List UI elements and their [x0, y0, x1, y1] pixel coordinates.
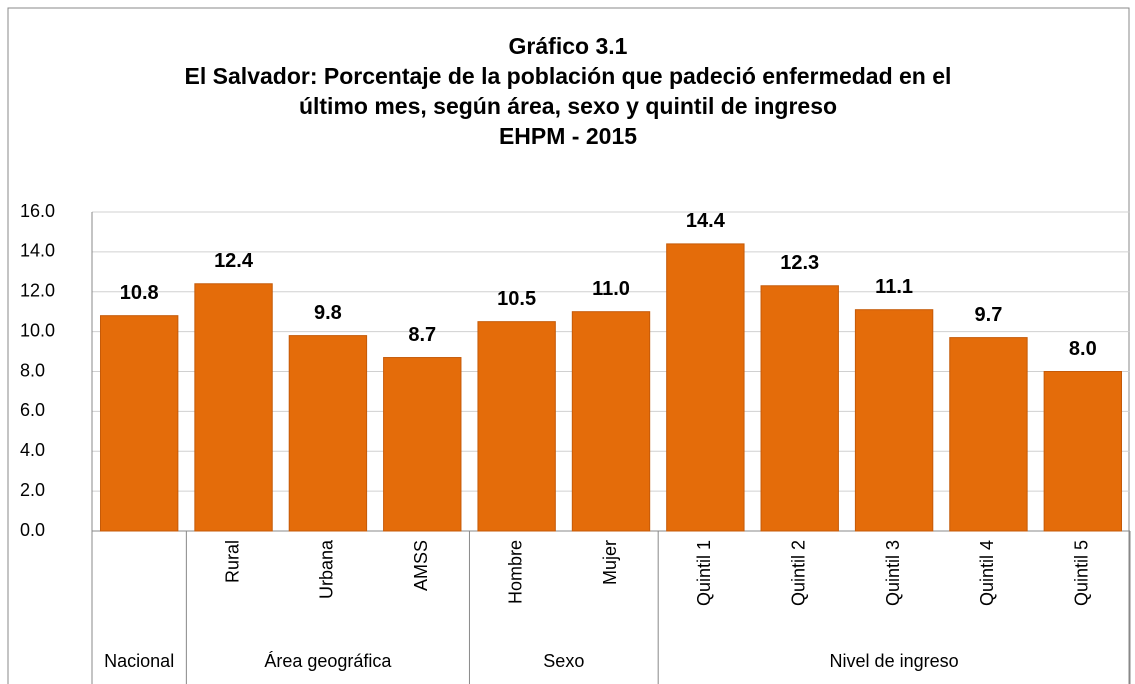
- bar: [571, 311, 651, 532]
- value-label: 12.3: [780, 252, 819, 274]
- group-label: Sexo: [543, 651, 584, 671]
- y-tick-label: 0.0: [20, 520, 45, 540]
- value-label: 11.1: [875, 276, 913, 298]
- bar: [194, 283, 273, 532]
- y-tick-label: 14.0: [20, 241, 55, 261]
- x-tick-label: AMSS: [411, 540, 431, 591]
- value-label: 9.7: [975, 304, 1003, 326]
- value-label: 10.5: [497, 288, 536, 310]
- chart-title: Gráfico 3.1: [509, 33, 628, 59]
- bar: [288, 335, 368, 532]
- chart-frame: [7, 7, 1130, 684]
- x-tick-label: Quintil 5: [1072, 540, 1092, 606]
- y-tick-label: 4.0: [20, 440, 45, 460]
- value-label: 14.4: [686, 210, 726, 232]
- group-label: Área geográfica: [264, 651, 392, 671]
- value-label: 10.8: [120, 282, 159, 304]
- x-tick-label: Hombre: [505, 540, 525, 604]
- x-tick-label: Quintil 3: [883, 540, 903, 606]
- chart-title: EHPM - 2015: [499, 123, 637, 149]
- value-label: 8.0: [1069, 338, 1097, 360]
- bar: [854, 309, 934, 532]
- group-label: Nacional: [104, 651, 174, 671]
- bar: [949, 337, 1028, 532]
- bar: [99, 315, 179, 532]
- bar: [760, 285, 839, 532]
- y-tick-label: 12.0: [20, 281, 55, 301]
- x-tick-label: Quintil 2: [788, 540, 808, 606]
- x-tick-label: Mujer: [600, 540, 620, 585]
- value-label: 12.4: [214, 250, 254, 272]
- y-tick-label: 8.0: [20, 360, 45, 380]
- group-label: Nivel de ingreso: [830, 651, 959, 671]
- y-tick-label: 10.0: [20, 320, 55, 340]
- x-tick-label: Quintil 1: [694, 540, 714, 606]
- chart-title: último mes, según área, sexo y quintil d…: [299, 93, 837, 119]
- bar: [1043, 371, 1123, 532]
- y-tick-label: 16.0: [20, 201, 55, 221]
- x-tick-label: Quintil 4: [977, 540, 997, 606]
- chart-title: El Salvador: Porcentaje de la población …: [185, 63, 952, 89]
- bar: [477, 321, 556, 532]
- x-tick-label: Urbana: [317, 539, 337, 599]
- bar: [666, 243, 745, 532]
- y-tick-label: 6.0: [20, 400, 45, 420]
- x-tick-label: Rural: [222, 540, 242, 583]
- value-label: 11.0: [592, 278, 630, 300]
- bar: [383, 357, 462, 532]
- y-tick-label: 2.0: [20, 480, 45, 500]
- value-label: 8.7: [408, 324, 436, 346]
- value-label: 9.8: [314, 302, 342, 324]
